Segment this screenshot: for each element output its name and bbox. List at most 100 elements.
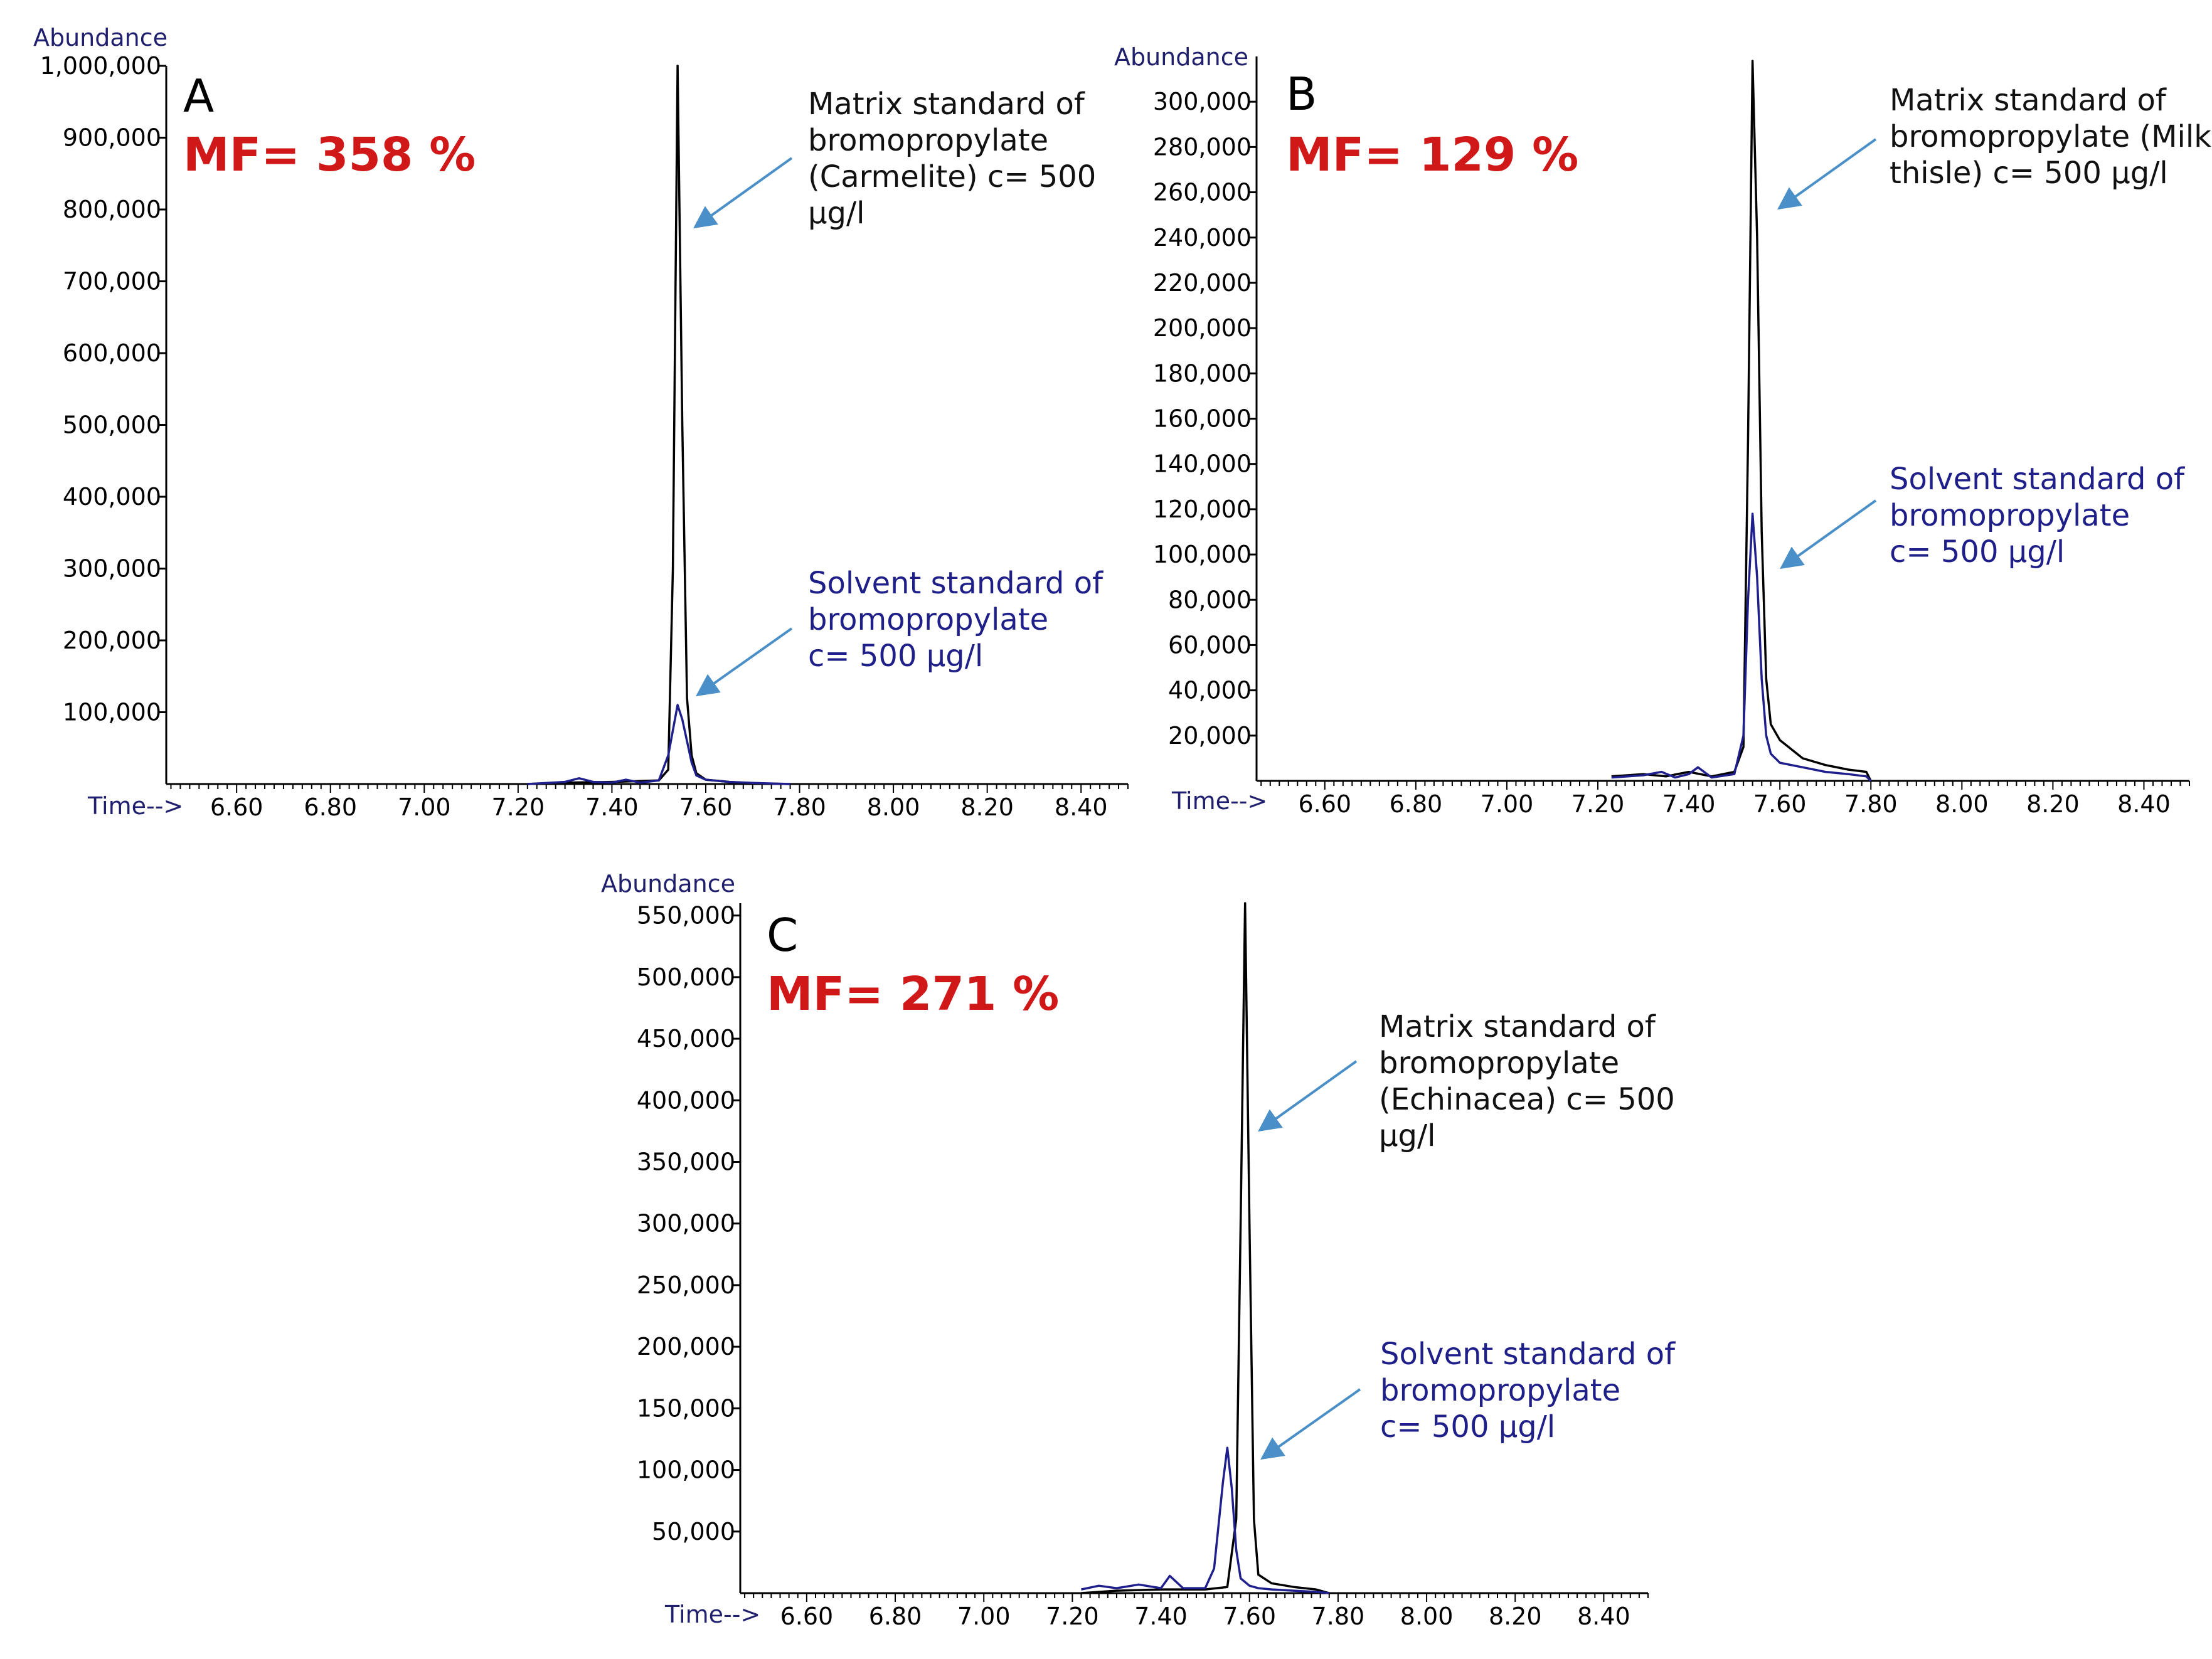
panel-b-y-tick-label: 220,000 (1153, 269, 1252, 297)
panel-a-x-tick-label: 7.40 (585, 793, 639, 821)
panel-c-arrow-solvent (1260, 1388, 1361, 1460)
panel-b-y-tick-label: 160,000 (1153, 405, 1252, 433)
panel-b-arrow-matrix (1777, 138, 1877, 210)
panel-b-matrix-line-1: Matrix standard of (1890, 83, 2167, 118)
panel-b-solvent-line-1: Solvent standard of (1890, 462, 2185, 497)
panel-b-mf-label: MF= 129 % (1286, 128, 1578, 182)
panel-c-annotation-matrix: Matrix standard of bromopropylate (Echin… (1258, 1009, 1684, 1153)
panel-b-x-tick-label: 7.60 (1753, 790, 1807, 818)
panel-b-y-tick-label: 140,000 (1153, 450, 1252, 478)
panel-c-solvent-line-3: c= 500 µg/l (1380, 1409, 1555, 1444)
panel-b-series (1611, 60, 1872, 782)
panel-b-y-tick-label: 260,000 (1153, 179, 1252, 206)
panel-c-x-tick-label: 6.60 (780, 1603, 834, 1630)
panel-c-x-axis: 6.60 6.80 7.00 7.20 7.40 7.60 7.80 8.00 8.20 8.40 (744, 1593, 1649, 1630)
panel-a-annotation-solvent: Solvent standard of bromopropylate c= 50… (696, 566, 1112, 697)
svg-text:Matrix standard of bro: Matrix standard of bromopropylate (Echin… (1379, 1009, 1684, 1153)
panel-b-annotation-matrix: Matrix standard of bromopropylate (Milk … (1777, 83, 2212, 210)
panel-a-x-tick-label: 6.60 (210, 793, 263, 821)
panel-a-xlabel: Time--> (87, 792, 183, 820)
panel-b-solvent-line-3: c= 500 µg/l (1890, 534, 2065, 570)
panel-a-arrow-matrix (693, 157, 793, 229)
panel-a-x-tick-label: 7.00 (398, 793, 451, 821)
panel-c-annotation-solvent: Solvent standard of bromopropylate c= 50… (1260, 1337, 1676, 1460)
panel-c-x-tick-label: 7.60 (1223, 1603, 1276, 1630)
panel-c-matrix-line-1: Matrix standard of (1379, 1009, 1656, 1044)
panel-b-y-tick-label: 100,000 (1153, 541, 1252, 568)
panel-a-y-tick-label: 1,000,000 (40, 52, 161, 80)
panel-a-series-line-matrix (527, 65, 790, 785)
panel-b-y-tick-label: 20,000 (1168, 722, 1252, 750)
panel-a-x-tick-label: 8.00 (867, 793, 920, 821)
panel-c-y-tick-label: 100,000 (637, 1456, 735, 1484)
panel-a-matrix-line-4: µg/l (808, 196, 865, 231)
panel-a-y-tick-label: 400,000 (63, 483, 161, 511)
panel-b-x-tick-label: 8.40 (2117, 790, 2171, 818)
panel-b-y-tick-label: 280,000 (1153, 133, 1252, 161)
panel-a-x-tick-label: 7.20 (492, 793, 545, 821)
panel-b-annotation-solvent: Solvent standard of bromopropylate c= 50… (1780, 462, 2194, 570)
panel-a-y-tick-label: 800,000 (63, 196, 161, 223)
panel-b-y-tick-label: 240,000 (1153, 224, 1252, 252)
panel-a-x-tick-label: 7.60 (679, 793, 733, 821)
panel-b-xlabel: Time--> (1171, 787, 1267, 815)
panel-c-y-tick-label: 550,000 (637, 902, 735, 930)
panel-b-letter: B (1286, 68, 1317, 120)
panel-a-letter: A (183, 70, 214, 122)
panel-c-y-tick-label: 400,000 (637, 1086, 735, 1114)
svg-text:Solvent standard of br: Solvent standard of bromopropylate c= 50… (1890, 462, 2194, 570)
panel-b-y-tick-label: 300,000 (1153, 88, 1252, 115)
panel-c: Abundance 50,000 100,000 150,000 200,000 250… (601, 870, 1684, 1630)
panel-b-x-tick-label: 7.40 (1662, 790, 1716, 818)
panel-c-solvent-line-2: bromopropylate (1380, 1373, 1620, 1408)
panel-a-x-tick-label: 7.80 (773, 793, 826, 821)
panel-b-y-tick-label: 60,000 (1168, 631, 1252, 659)
panel-a-y-tick-label: 700,000 (63, 268, 161, 295)
panel-c-y-tick-label: 350,000 (637, 1148, 735, 1176)
panel-b: Abundance 20,000 40,000 60,000 80,000 100,00… (1114, 43, 2212, 818)
panel-a: Abundance 100,000 200,000 300,000 400,000 50… (33, 24, 1129, 821)
panel-c-x-tick-label: 8.00 (1400, 1603, 1454, 1630)
panel-c-x-tick-label: 8.20 (1489, 1603, 1542, 1630)
panel-c-y-axis: 50,000 100,000 150,000 200,000 250,000 300,00… (637, 902, 740, 1545)
panel-b-y-tick-label: 120,000 (1153, 496, 1252, 523)
panel-a-solvent-line-1: Solvent standard of (808, 566, 1103, 601)
panel-a-matrix-line-3: (Carmelite) c= 500 (808, 159, 1096, 194)
panel-c-matrix-line-3: (Echinacea) c= 500 (1379, 1082, 1675, 1117)
panel-a-x-tick-label: 8.20 (960, 793, 1014, 821)
panel-b-series-line-matrix (1611, 60, 1872, 782)
panel-b-y-tick-label: 200,000 (1153, 314, 1252, 342)
panel-c-xlabel: Time--> (664, 1601, 760, 1628)
panel-c-series (1081, 902, 1330, 1594)
panel-c-x-tick-label: 8.40 (1577, 1603, 1630, 1630)
panel-c-solvent-line-1: Solvent standard of (1380, 1337, 1676, 1372)
panel-b-x-tick-label: 6.80 (1390, 790, 1443, 818)
panel-c-y-tick-label: 450,000 (637, 1025, 735, 1052)
panel-c-x-tick-label: 7.80 (1312, 1603, 1365, 1630)
panel-b-solvent-line-2: bromopropylate (1890, 498, 2130, 533)
panel-b-arrow-solvent (1780, 499, 1877, 570)
panel-b-y-tick-label: 40,000 (1168, 677, 1252, 704)
panel-a-solvent-line-2: bromopropylate (808, 602, 1048, 637)
panel-c-x-tick-label: 7.20 (1046, 1603, 1099, 1630)
panel-b-x-tick-label: 7.80 (1844, 790, 1898, 818)
panel-b-y-axis: 20,000 40,000 60,000 80,000 100,000 120,000 14… (1153, 88, 1257, 750)
panel-b-x-tick-label: 7.00 (1481, 790, 1534, 818)
panel-a-series (527, 65, 790, 785)
svg-text:Solvent standard of br: Solvent standard of bromopropylate c= 50… (808, 566, 1112, 674)
panel-a-mf-label: MF= 358 % (183, 128, 476, 182)
panel-c-matrix-line-4: µg/l (1379, 1118, 1436, 1153)
panel-c-series-line-solvent (1081, 1446, 1329, 1594)
panel-a-series-line-solvent (527, 704, 790, 785)
panel-c-arrow-matrix (1258, 1060, 1358, 1132)
panel-b-x-tick-label: 8.20 (2026, 790, 2080, 818)
panel-c-y-tick-label: 500,000 (637, 963, 735, 991)
panel-b-x-tick-label: 7.20 (1571, 790, 1625, 818)
svg-text:Matrix standard of bro: Matrix standard of bromopropylate (Milk … (1890, 83, 2212, 191)
panel-a-matrix-line-2: bromopropylate (808, 123, 1048, 158)
panel-a-x-axis: 6.60 6.80 7.00 7.20 7.40 7.60 7.80 8.00 8.20 8.40 (170, 784, 1129, 821)
panel-c-y-tick-label: 300,000 (637, 1210, 735, 1238)
panel-c-y-tick-label: 200,000 (637, 1333, 735, 1360)
panel-b-series-line-solvent (1611, 512, 1872, 782)
